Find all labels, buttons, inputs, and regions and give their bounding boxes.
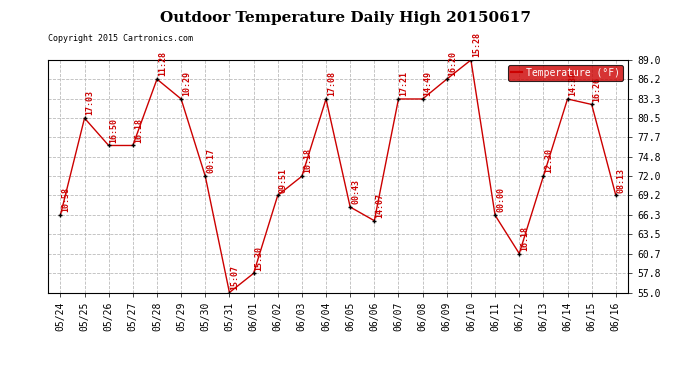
Point [175, 96, 186, 102]
Text: 16:20: 16:20 [448, 51, 457, 76]
Text: 10:18: 10:18 [303, 148, 312, 174]
Text: 15:28: 15:28 [472, 32, 481, 57]
Text: Outdoor Temperature Daily High 20150617: Outdoor Temperature Daily High 20150617 [159, 11, 531, 25]
Point [200, 173, 211, 179]
Text: 16:18: 16:18 [134, 118, 143, 143]
Point [610, 192, 621, 198]
Point [368, 218, 380, 224]
Point [513, 251, 524, 257]
Point [586, 102, 597, 108]
Point [490, 212, 501, 218]
Text: 16:18: 16:18 [520, 226, 529, 251]
Point [272, 192, 284, 198]
Point [127, 142, 138, 148]
Point [104, 142, 115, 148]
Text: 17:08: 17:08 [327, 71, 336, 96]
Text: 17:03: 17:03 [86, 90, 95, 116]
Text: 15:07: 15:07 [230, 265, 239, 290]
Text: 14:49: 14:49 [424, 71, 433, 96]
Text: 11:28: 11:28 [158, 51, 167, 76]
Point [465, 57, 476, 63]
Text: 08:13: 08:13 [617, 168, 626, 193]
Point [344, 204, 356, 210]
Point [297, 173, 308, 179]
Text: 15:30: 15:30 [255, 246, 264, 271]
Point [442, 76, 453, 82]
Point [393, 96, 404, 102]
Point [79, 115, 90, 121]
Text: 10:58: 10:58 [61, 188, 70, 213]
Point [55, 212, 66, 218]
Point [562, 96, 573, 102]
Point [248, 270, 259, 276]
Text: 14:07: 14:07 [375, 193, 384, 218]
Legend: Temperature (°F): Temperature (°F) [508, 65, 623, 81]
Text: 00:00: 00:00 [496, 188, 505, 213]
Point [538, 173, 549, 179]
Text: 00:43: 00:43 [351, 179, 360, 204]
Text: 14:38: 14:38 [569, 71, 578, 96]
Text: 12:30: 12:30 [544, 148, 553, 174]
Text: 10:29: 10:29 [182, 71, 191, 96]
Text: 09:51: 09:51 [279, 168, 288, 193]
Text: 00:17: 00:17 [206, 148, 215, 174]
Point [417, 96, 428, 102]
Point [152, 76, 163, 82]
Point [320, 96, 331, 102]
Point [224, 290, 235, 296]
Text: Copyright 2015 Cartronics.com: Copyright 2015 Cartronics.com [48, 34, 193, 43]
Text: 16:26: 16:26 [593, 76, 602, 102]
Text: 16:50: 16:50 [110, 118, 119, 143]
Text: 17:21: 17:21 [400, 71, 408, 96]
